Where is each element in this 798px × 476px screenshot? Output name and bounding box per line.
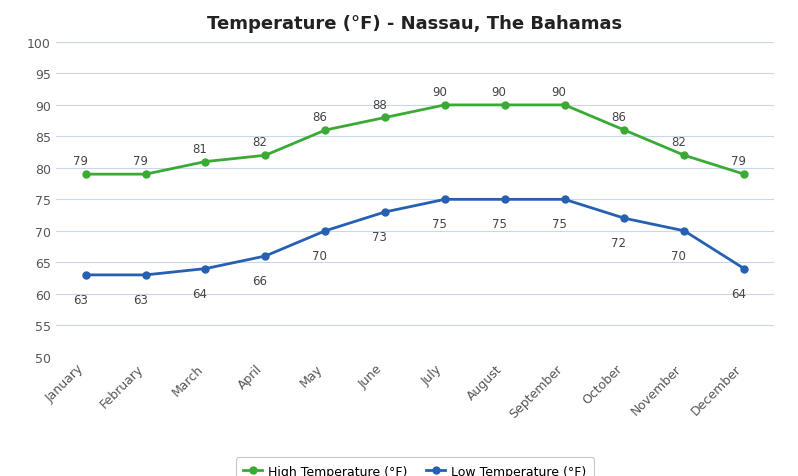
Title: Temperature (°F) - Nassau, The Bahamas: Temperature (°F) - Nassau, The Bahamas (207, 15, 622, 33)
Text: 90: 90 (492, 86, 507, 99)
Text: 63: 63 (73, 293, 88, 307)
Low Temperature (°F) (260, 254, 270, 259)
Text: 75: 75 (492, 218, 507, 231)
Low Temperature (°F) (140, 272, 150, 278)
High Temperature (°F) (500, 103, 509, 109)
High Temperature (°F) (679, 153, 689, 159)
Low Temperature (°F) (200, 266, 210, 272)
High Temperature (°F) (739, 172, 749, 178)
Text: 88: 88 (372, 99, 387, 111)
Text: 75: 75 (551, 218, 567, 231)
Text: 82: 82 (671, 136, 686, 149)
Text: 63: 63 (132, 293, 148, 307)
Line: Low Temperature (°F): Low Temperature (°F) (82, 197, 748, 279)
High Temperature (°F) (260, 153, 270, 159)
High Temperature (°F) (619, 128, 629, 134)
High Temperature (°F) (559, 103, 569, 109)
Low Temperature (°F) (320, 228, 330, 234)
Low Temperature (°F) (619, 216, 629, 222)
Text: 86: 86 (611, 111, 626, 124)
High Temperature (°F) (440, 103, 450, 109)
High Temperature (°F) (140, 172, 150, 178)
Text: 70: 70 (312, 249, 327, 262)
Low Temperature (°F) (500, 197, 509, 203)
Low Temperature (°F) (739, 266, 749, 272)
Text: 64: 64 (731, 287, 746, 300)
Text: 90: 90 (432, 86, 447, 99)
Low Temperature (°F) (679, 228, 689, 234)
Text: 72: 72 (611, 237, 626, 250)
Text: 70: 70 (671, 249, 686, 262)
Text: 82: 82 (252, 136, 267, 149)
High Temperature (°F) (200, 159, 210, 165)
Legend: High Temperature (°F), Low Temperature (°F): High Temperature (°F), Low Temperature (… (235, 457, 595, 476)
Text: 64: 64 (192, 287, 207, 300)
Low Temperature (°F) (380, 209, 389, 215)
Line: High Temperature (°F): High Temperature (°F) (82, 102, 748, 178)
Text: 86: 86 (312, 111, 327, 124)
High Temperature (°F) (380, 115, 389, 121)
Low Temperature (°F) (81, 272, 90, 278)
Text: 79: 79 (73, 155, 88, 168)
Low Temperature (°F) (440, 197, 450, 203)
High Temperature (°F) (320, 128, 330, 134)
Text: 81: 81 (192, 142, 207, 155)
Text: 79: 79 (132, 155, 148, 168)
Text: 75: 75 (432, 218, 447, 231)
Text: 79: 79 (731, 155, 746, 168)
High Temperature (°F) (81, 172, 90, 178)
Text: 90: 90 (551, 86, 567, 99)
Low Temperature (°F) (559, 197, 569, 203)
Text: 73: 73 (372, 230, 387, 244)
Text: 66: 66 (252, 275, 267, 288)
